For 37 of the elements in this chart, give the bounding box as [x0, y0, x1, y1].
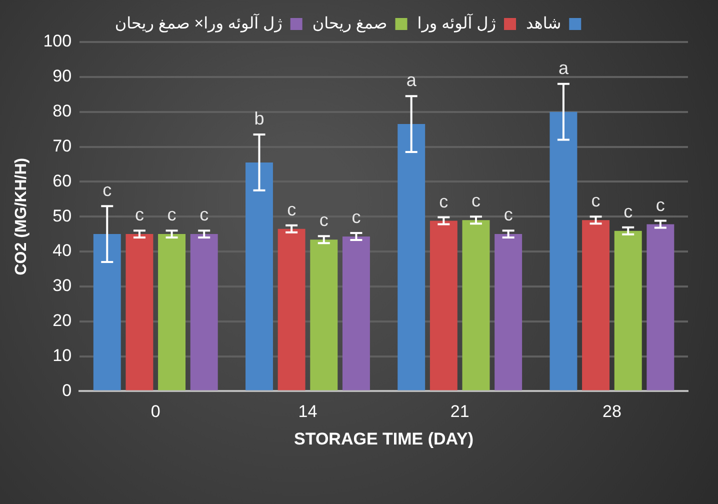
x-axis-title: STORAGE TIME (DAY) — [294, 429, 474, 448]
y-tick-label: 80 — [52, 102, 72, 121]
legend-label: صمغ ریحان — [312, 15, 388, 32]
annotation: c — [200, 204, 209, 225]
y-tick-label: 30 — [52, 276, 72, 296]
annotation: c — [352, 206, 361, 227]
annotation: c — [439, 191, 448, 212]
annotation: c — [624, 201, 633, 222]
annotation: c — [656, 194, 665, 215]
annotation: c — [591, 190, 600, 211]
x-tick-label: 14 — [298, 402, 318, 422]
annotation: c — [472, 190, 480, 211]
y-tick-label: 60 — [52, 171, 72, 190]
y-tick-label: 90 — [52, 66, 72, 86]
x-tick-label: 21 — [450, 402, 470, 422]
annotation: c — [102, 180, 112, 200]
annotation: c — [319, 210, 328, 230]
annotation: b — [254, 108, 264, 129]
y-tick-label: 70 — [52, 136, 72, 156]
y-tick-label: 10 — [52, 346, 72, 365]
y-axis-title: CO2 (MG/KH/H) — [13, 158, 30, 276]
legend-label: ژل آلوئه ورا — [417, 12, 496, 32]
legend-label: ژل آلوئه ورا× صمغ ریحان — [114, 12, 283, 32]
y-tick-label: 20 — [52, 311, 72, 330]
annotation: c — [167, 204, 176, 225]
x-tick-label: 28 — [602, 402, 622, 422]
annotation: a — [406, 70, 418, 90]
annotation: c — [504, 204, 513, 225]
annotation: c — [134, 204, 144, 225]
y-tick-label: 40 — [52, 241, 72, 260]
legend-label: شاهد — [526, 15, 562, 32]
annotation: a — [558, 58, 570, 78]
y-tick-label: 0 — [62, 380, 72, 400]
y-tick-label: 50 — [52, 206, 72, 226]
annotation: c — [287, 199, 296, 220]
y-tick-label: 100 — [43, 32, 72, 51]
x-tick-label: 0 — [150, 402, 160, 422]
